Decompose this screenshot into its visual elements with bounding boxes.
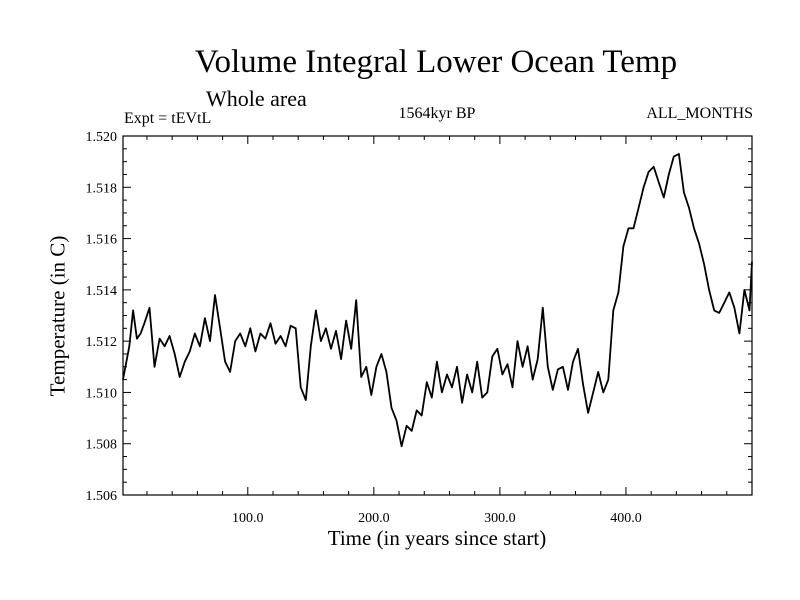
y-tick-label: 1.518 <box>86 181 118 196</box>
y-tick-label: 1.506 <box>86 489 118 504</box>
x-tick-label: 300.0 <box>484 511 516 526</box>
period-label: 1564kyr BP <box>398 105 476 122</box>
chart-title: Volume Integral Lower Ocean Temp <box>194 44 678 80</box>
months-label: ALL_MONTHS <box>646 105 753 122</box>
x-tick-label: 400.0 <box>610 511 642 526</box>
y-tick-label: 1.508 <box>86 438 118 453</box>
series-line <box>122 153 753 448</box>
y-tick-label: 1.514 <box>86 284 118 299</box>
experiment-label: Expt = tEVtL <box>124 110 212 127</box>
x-tick-label: 200.0 <box>358 511 390 526</box>
chart-subtitle: Whole area <box>206 86 307 111</box>
y-tick-label: 1.510 <box>86 386 118 401</box>
x-tick-label: 100.0 <box>232 511 264 526</box>
y-tick-label: 1.520 <box>86 130 118 145</box>
axis-ticks <box>123 136 752 495</box>
y-tick-label: 1.516 <box>86 233 118 248</box>
y-tick-label: 1.512 <box>86 335 118 350</box>
x-axis-label: Time (in years since start) <box>327 526 547 550</box>
tick-labels: 100.0 200.0 300.0 400.0 1.506 1.508 1.510 1.512… <box>86 130 642 526</box>
